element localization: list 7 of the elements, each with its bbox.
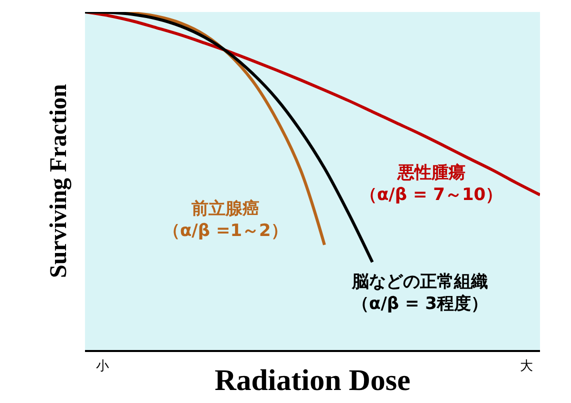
text: 小 [96, 359, 109, 374]
series-label: 脳などの正常組織（α/β = 3程度） [351, 272, 488, 314]
series-label: 悪性腫瘍（α/β = 7～10） [360, 163, 503, 206]
text: 大 [520, 359, 533, 374]
series-label: 前立腺癌（α/β =1～2） [163, 199, 288, 242]
x-axis-title: Radiation Dose [214, 364, 410, 397]
y-axis-title: Surviving Fraction [46, 84, 72, 278]
